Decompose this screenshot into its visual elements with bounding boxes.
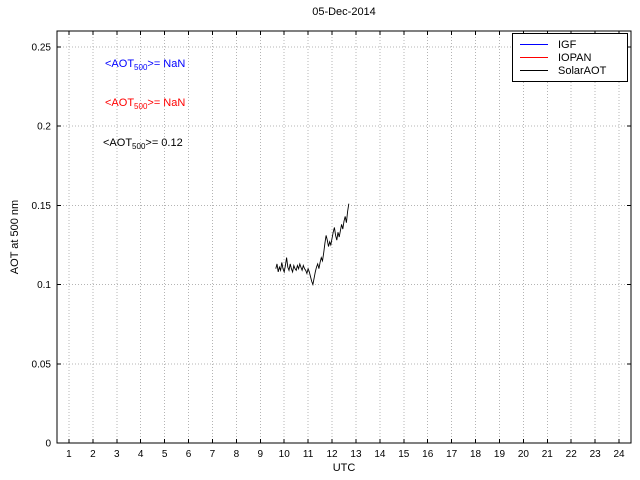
axes-box <box>56 30 632 444</box>
x-tick-label: 10 <box>279 449 291 460</box>
x-tick-label: 19 <box>494 449 506 460</box>
annotation-subscript: 500 <box>134 63 148 73</box>
annotation-solaraot-mean: <AOT500>= 0.12 <box>103 137 183 151</box>
x-tick-label: 6 <box>186 449 192 460</box>
legend-item-solaraot: SolarAOT <box>513 64 627 77</box>
x-tick-label: 9 <box>258 449 264 460</box>
legend-item-iopan: IOPAN <box>513 51 627 64</box>
legend-line-iopan <box>520 57 548 58</box>
x-tick-label: 7 <box>210 449 216 460</box>
x-tick-label: 8 <box>234 449 240 460</box>
x-tick-label: 17 <box>446 449 458 460</box>
annotation-suffix: >= NaN <box>147 58 186 70</box>
x-axis-label: UTC <box>332 462 356 474</box>
series-line-solaraot <box>275 203 350 287</box>
x-tick-label: 5 <box>162 449 168 460</box>
x-tick-label: 22 <box>566 449 578 460</box>
y-axis-label: AOT at 500 nm <box>9 199 21 275</box>
x-tick-label: 12 <box>326 449 338 460</box>
y-tick-label: 0.05 <box>32 359 52 370</box>
legend-label-igf: IGF <box>558 38 577 51</box>
y-tick-label: 0.1 <box>37 280 51 291</box>
x-tick-label: 16 <box>422 449 434 460</box>
x-tick-label: 15 <box>398 449 410 460</box>
x-tick-label: 11 <box>303 449 314 460</box>
annotation-suffix: >= 0.12 <box>145 137 183 149</box>
x-tick-label: 18 <box>470 449 482 460</box>
legend-label-solaraot: SolarAOT <box>558 64 607 77</box>
x-tick-label: 1 <box>66 449 72 460</box>
legend: IGF IOPAN SolarAOT <box>512 33 628 82</box>
y-tick-label: 0.15 <box>32 201 52 212</box>
annotation-prefix: <AOT <box>105 97 135 109</box>
chart-title: 05-Dec-2014 <box>312 6 376 18</box>
y-tick-label: 0.25 <box>32 42 52 53</box>
x-tick-label: 23 <box>590 449 602 460</box>
x-tick-label: 13 <box>350 449 362 460</box>
annotation-subscript: 500 <box>132 142 146 152</box>
annotation-subscript: 500 <box>134 102 148 112</box>
y-tick-label: 0 <box>45 439 51 450</box>
legend-label-iopan: IOPAN <box>558 51 592 64</box>
x-tick-label: 14 <box>374 449 386 460</box>
annotation-iopan-mean: <AOT500>= NaN <box>105 97 185 111</box>
annotation-prefix: <AOT <box>105 58 135 70</box>
x-tick-label: 21 <box>542 449 554 460</box>
x-tick-label: 4 <box>138 449 144 460</box>
annotation-suffix: >= NaN <box>147 97 186 109</box>
x-tick-label: 24 <box>613 449 625 460</box>
x-tick-label: 20 <box>518 449 530 460</box>
x-tick-label: 3 <box>114 449 120 460</box>
y-tick-label: 0.2 <box>37 122 51 133</box>
legend-line-igf <box>520 44 548 45</box>
annotation-igf-mean: <AOT500>= NaN <box>105 58 185 72</box>
annotation-prefix: <AOT <box>103 137 133 149</box>
legend-line-solaraot <box>520 70 548 71</box>
x-tick-label: 2 <box>90 449 96 460</box>
legend-item-igf: IGF <box>513 38 627 51</box>
